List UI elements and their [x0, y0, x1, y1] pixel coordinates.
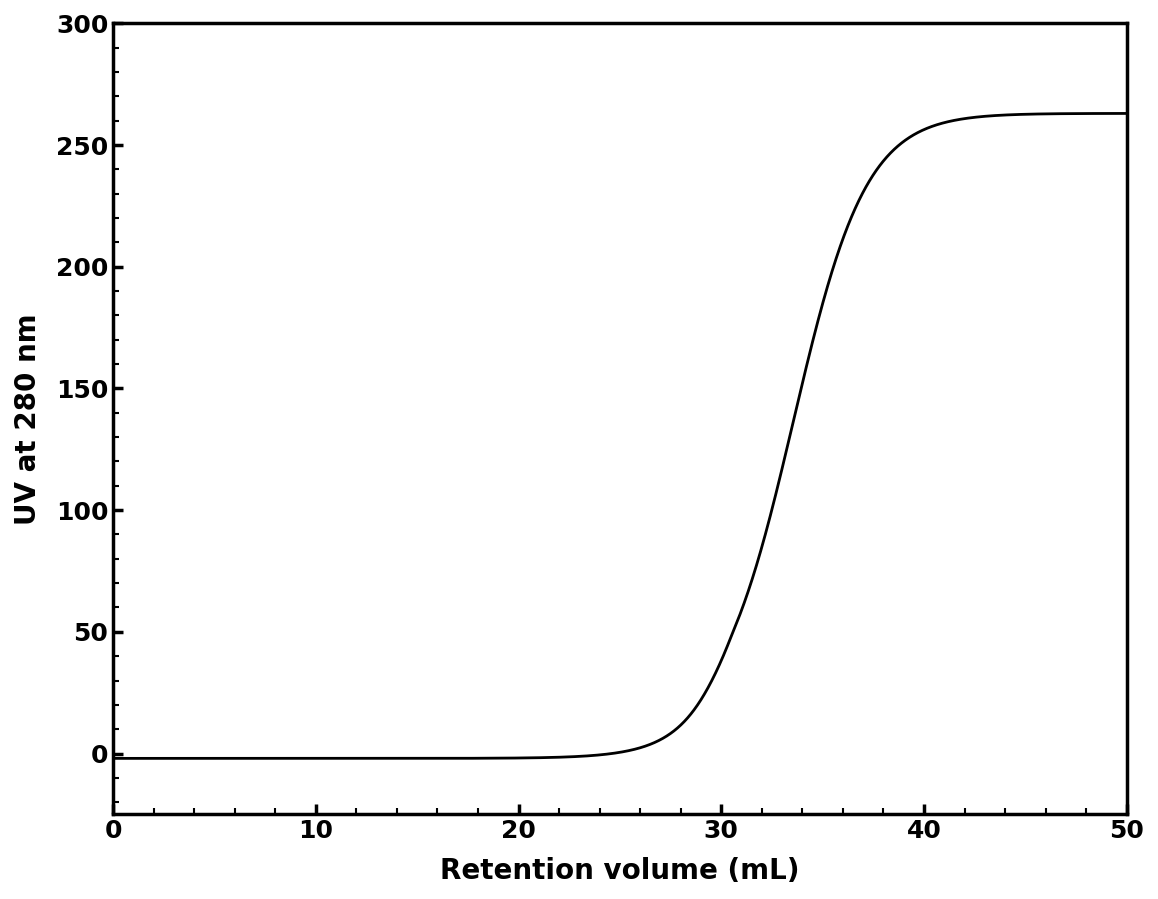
Y-axis label: UV at 280 nm: UV at 280 nm [14, 313, 42, 525]
X-axis label: Retention volume (mL): Retention volume (mL) [440, 857, 800, 886]
